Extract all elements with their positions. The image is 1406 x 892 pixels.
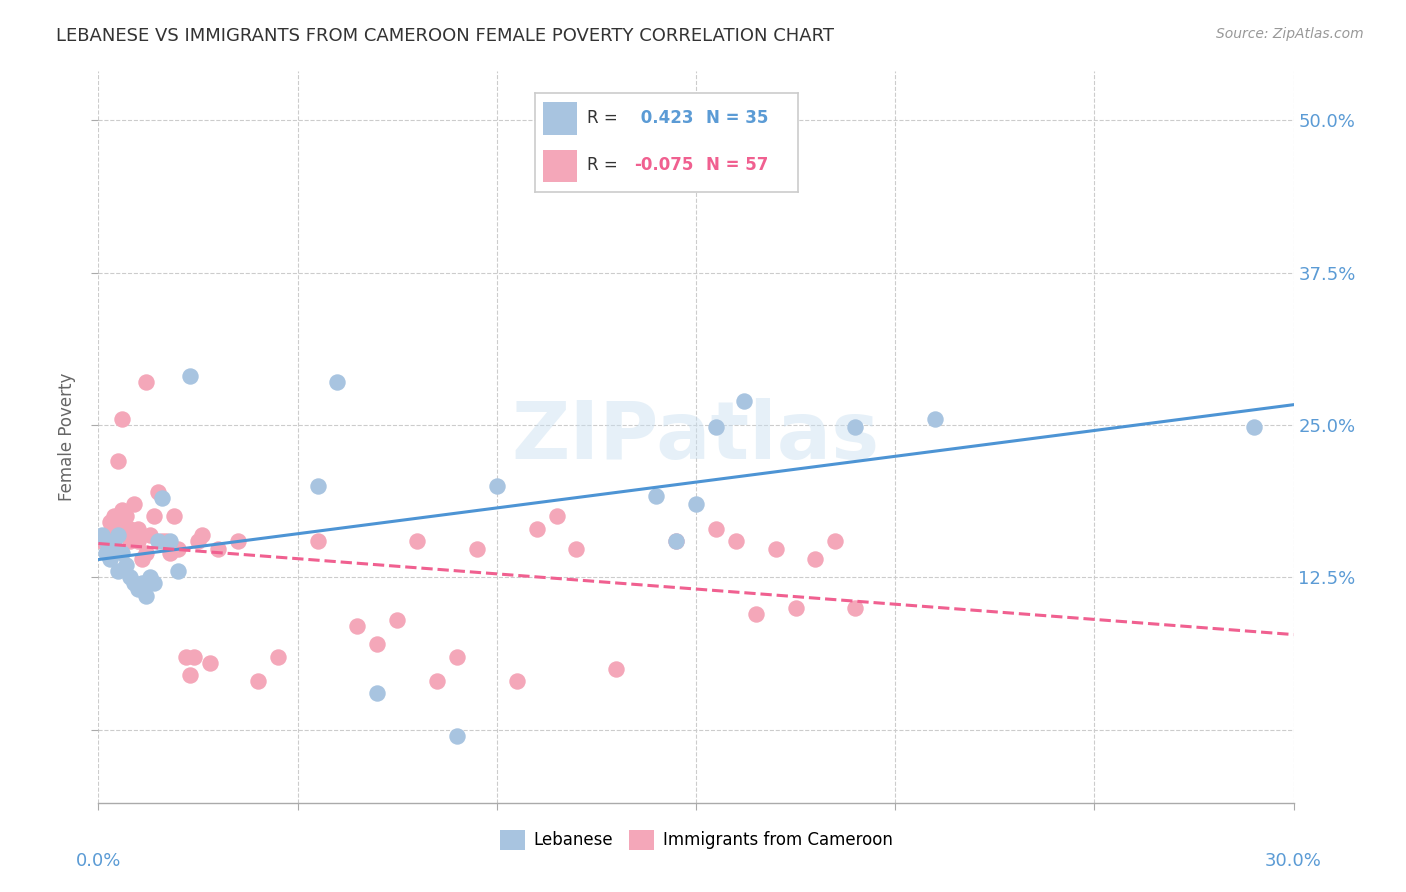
Point <box>183 649 205 664</box>
Point <box>148 485 170 500</box>
Point <box>1243 420 1265 434</box>
Point <box>139 570 162 584</box>
Point <box>107 521 129 535</box>
Point <box>733 393 755 408</box>
Point <box>127 533 149 548</box>
Point <box>267 649 290 664</box>
Text: 30.0%: 30.0% <box>1265 852 1322 870</box>
Point <box>326 376 349 390</box>
Point <box>167 542 190 557</box>
Point <box>307 533 329 548</box>
Point <box>704 521 727 535</box>
Point <box>115 509 138 524</box>
Point <box>96 533 118 548</box>
Point <box>98 552 122 566</box>
Point <box>704 420 727 434</box>
Point <box>120 570 142 584</box>
Point <box>127 521 149 535</box>
Point <box>111 503 134 517</box>
Text: ZIPatlas: ZIPatlas <box>512 398 880 476</box>
Text: Source: ZipAtlas.com: Source: ZipAtlas.com <box>1216 27 1364 41</box>
Point <box>446 649 468 664</box>
Point <box>724 533 747 548</box>
Point <box>745 607 768 621</box>
Point <box>426 673 449 688</box>
Point <box>465 542 488 557</box>
Text: LEBANESE VS IMMIGRANTS FROM CAMEROON FEMALE POVERTY CORRELATION CHART: LEBANESE VS IMMIGRANTS FROM CAMEROON FEM… <box>56 27 834 45</box>
Point <box>485 479 508 493</box>
Point <box>207 542 229 557</box>
Point <box>103 509 125 524</box>
Point <box>824 533 846 548</box>
Point <box>150 533 173 548</box>
Point <box>565 542 588 557</box>
Point <box>115 558 138 573</box>
Point <box>605 662 627 676</box>
Point <box>150 491 173 505</box>
Point <box>148 533 170 548</box>
Point <box>406 533 429 548</box>
Point <box>167 564 190 578</box>
Point <box>191 527 214 541</box>
Point <box>159 546 181 560</box>
Point <box>107 454 129 468</box>
Point <box>98 540 122 554</box>
Point <box>226 533 249 548</box>
Point <box>120 521 142 535</box>
Point <box>127 582 149 597</box>
Point <box>131 552 153 566</box>
Point <box>785 600 807 615</box>
Point <box>246 673 269 688</box>
Point <box>135 589 157 603</box>
Point <box>179 667 201 681</box>
Point <box>665 533 688 548</box>
Point <box>179 369 201 384</box>
Point <box>665 533 688 548</box>
Point <box>107 564 129 578</box>
Point <box>143 576 166 591</box>
Point <box>107 527 129 541</box>
Legend: Lebanese, Immigrants from Cameroon: Lebanese, Immigrants from Cameroon <box>494 823 898 856</box>
Point <box>546 509 568 524</box>
Point <box>366 686 388 700</box>
Point <box>155 533 177 548</box>
Point <box>198 656 221 670</box>
Point <box>506 673 529 688</box>
Y-axis label: Female Poverty: Female Poverty <box>58 373 76 501</box>
Point <box>163 509 186 524</box>
Point <box>804 552 827 566</box>
Point <box>91 527 114 541</box>
Point <box>131 576 153 591</box>
Point <box>96 546 118 560</box>
Point <box>765 542 787 557</box>
Point <box>135 546 157 560</box>
Point <box>366 637 388 651</box>
Text: 0.0%: 0.0% <box>76 852 121 870</box>
Point <box>111 412 134 426</box>
Point <box>844 600 866 615</box>
Point <box>139 527 162 541</box>
Point <box>103 533 125 548</box>
Point <box>174 649 197 664</box>
Point <box>924 412 946 426</box>
Point <box>124 576 146 591</box>
Point <box>187 533 209 548</box>
Point <box>96 527 118 541</box>
Point <box>135 376 157 390</box>
Point <box>307 479 329 493</box>
Point <box>685 497 707 511</box>
Point <box>143 509 166 524</box>
Point <box>91 533 114 548</box>
Point <box>446 729 468 743</box>
Point <box>159 533 181 548</box>
Point <box>111 546 134 560</box>
Point <box>844 420 866 434</box>
Point <box>120 533 142 548</box>
Point <box>385 613 409 627</box>
Point <box>346 619 368 633</box>
Point <box>124 497 146 511</box>
Point <box>526 521 548 535</box>
Point <box>645 489 668 503</box>
Point <box>98 516 122 530</box>
